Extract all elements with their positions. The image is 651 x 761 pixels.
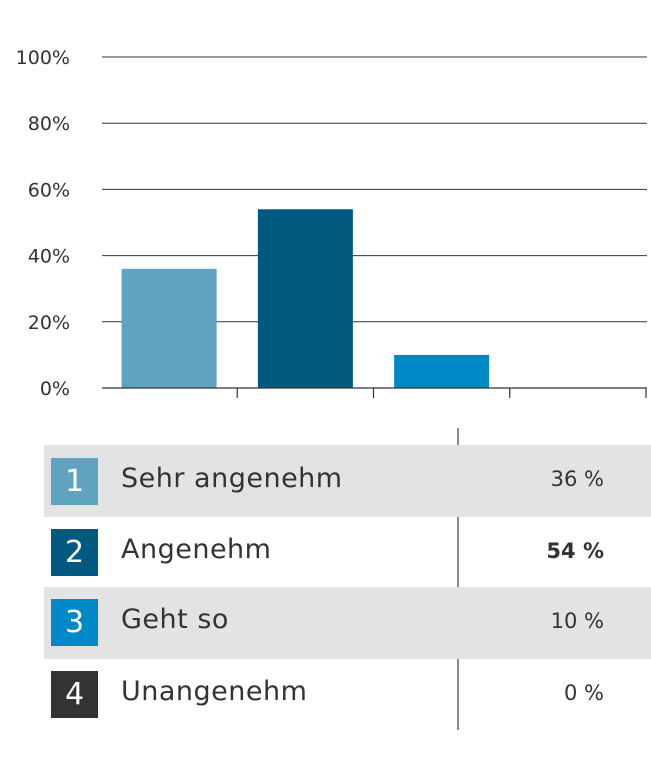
bar-2 [257, 209, 353, 388]
y-tick-label: 20% [28, 312, 70, 334]
legend-row-3: 3 Geht so 10 % [44, 587, 651, 659]
y-tick-label: 0% [40, 378, 70, 400]
legend-value: 0 % [564, 681, 604, 705]
legend-row-4: 4 Unangenehm 0 % [44, 659, 651, 731]
legend-swatch-3: 3 [51, 599, 98, 646]
legend-swatch-1: 1 [51, 458, 98, 505]
legend-number: 2 [64, 535, 85, 570]
x-axis [102, 387, 647, 398]
bar-chart: 0% 20% 40% 60% 80% 100% [16, 47, 647, 400]
y-tick-label: 40% [28, 246, 70, 268]
legend-number: 3 [64, 605, 85, 640]
legend-swatch-2: 2 [51, 529, 98, 576]
y-tick-label: 100% [16, 47, 70, 69]
bar-1 [121, 268, 217, 388]
column-divider [457, 428, 459, 730]
y-tick-label: 60% [28, 179, 70, 201]
legend-swatch-4: 4 [51, 671, 98, 718]
y-tick-label: 80% [28, 113, 70, 135]
legend-label: Sehr angenehm [121, 463, 343, 494]
legend-row-1: 1 Sehr angenehm 36 % [44, 445, 651, 517]
legend-value: 54 % [546, 539, 604, 563]
legend-row-2: 2 Angenehm 54 % [44, 517, 651, 589]
legend-number: 1 [64, 464, 85, 499]
gridlines [102, 56, 647, 323]
legend-value: 36 % [550, 467, 604, 491]
legend-number: 4 [64, 677, 85, 712]
bar-3 [394, 354, 490, 388]
y-axis-ticks: 0% 20% 40% 60% 80% 100% [16, 47, 70, 400]
bars [121, 209, 490, 388]
legend-label: Unangenehm [121, 676, 308, 707]
legend-label: Angenehm [121, 534, 272, 565]
legend-label: Geht so [121, 604, 229, 635]
legend-value: 10 % [550, 609, 604, 633]
